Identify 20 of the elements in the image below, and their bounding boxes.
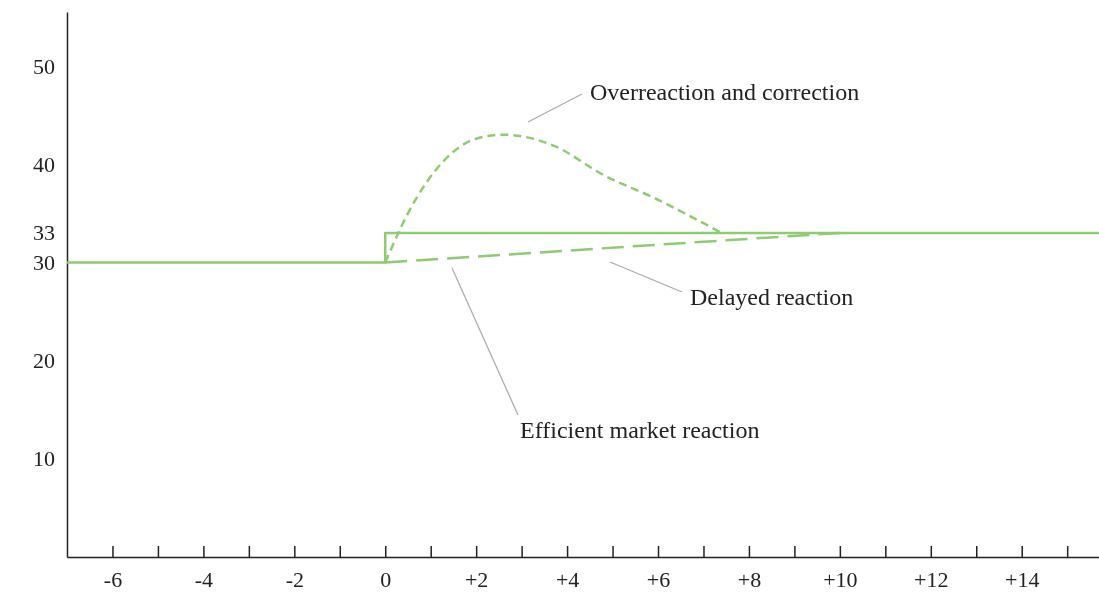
- x-tick-label: +4: [555, 566, 580, 592]
- x-tick-label: 0: [380, 566, 392, 592]
- y-tick-label: 33: [33, 220, 55, 246]
- x-tick-label: +2: [464, 566, 489, 592]
- x-tick-label: +6: [646, 566, 671, 592]
- text: Efficient market reaction: [520, 417, 760, 443]
- x-tick-label: -2: [285, 566, 304, 592]
- x-tick-label: +14: [1005, 566, 1040, 592]
- y-tick-label: 30: [33, 249, 55, 275]
- y-tick-label: 50: [33, 53, 55, 79]
- y-tick-label: 40: [33, 151, 55, 177]
- x-tick-label: -4: [194, 566, 214, 592]
- x-tick-label: -6: [103, 566, 123, 592]
- series-label: Delayed reaction: [690, 284, 854, 310]
- x-tick-label: +8: [737, 566, 762, 592]
- y-tick-label: 10: [33, 446, 55, 472]
- x-tick-label: +12: [914, 566, 949, 592]
- y-tick-label: 20: [33, 348, 55, 374]
- x-tick-label: +10: [823, 566, 858, 592]
- text: Overreaction and correction: [590, 79, 860, 105]
